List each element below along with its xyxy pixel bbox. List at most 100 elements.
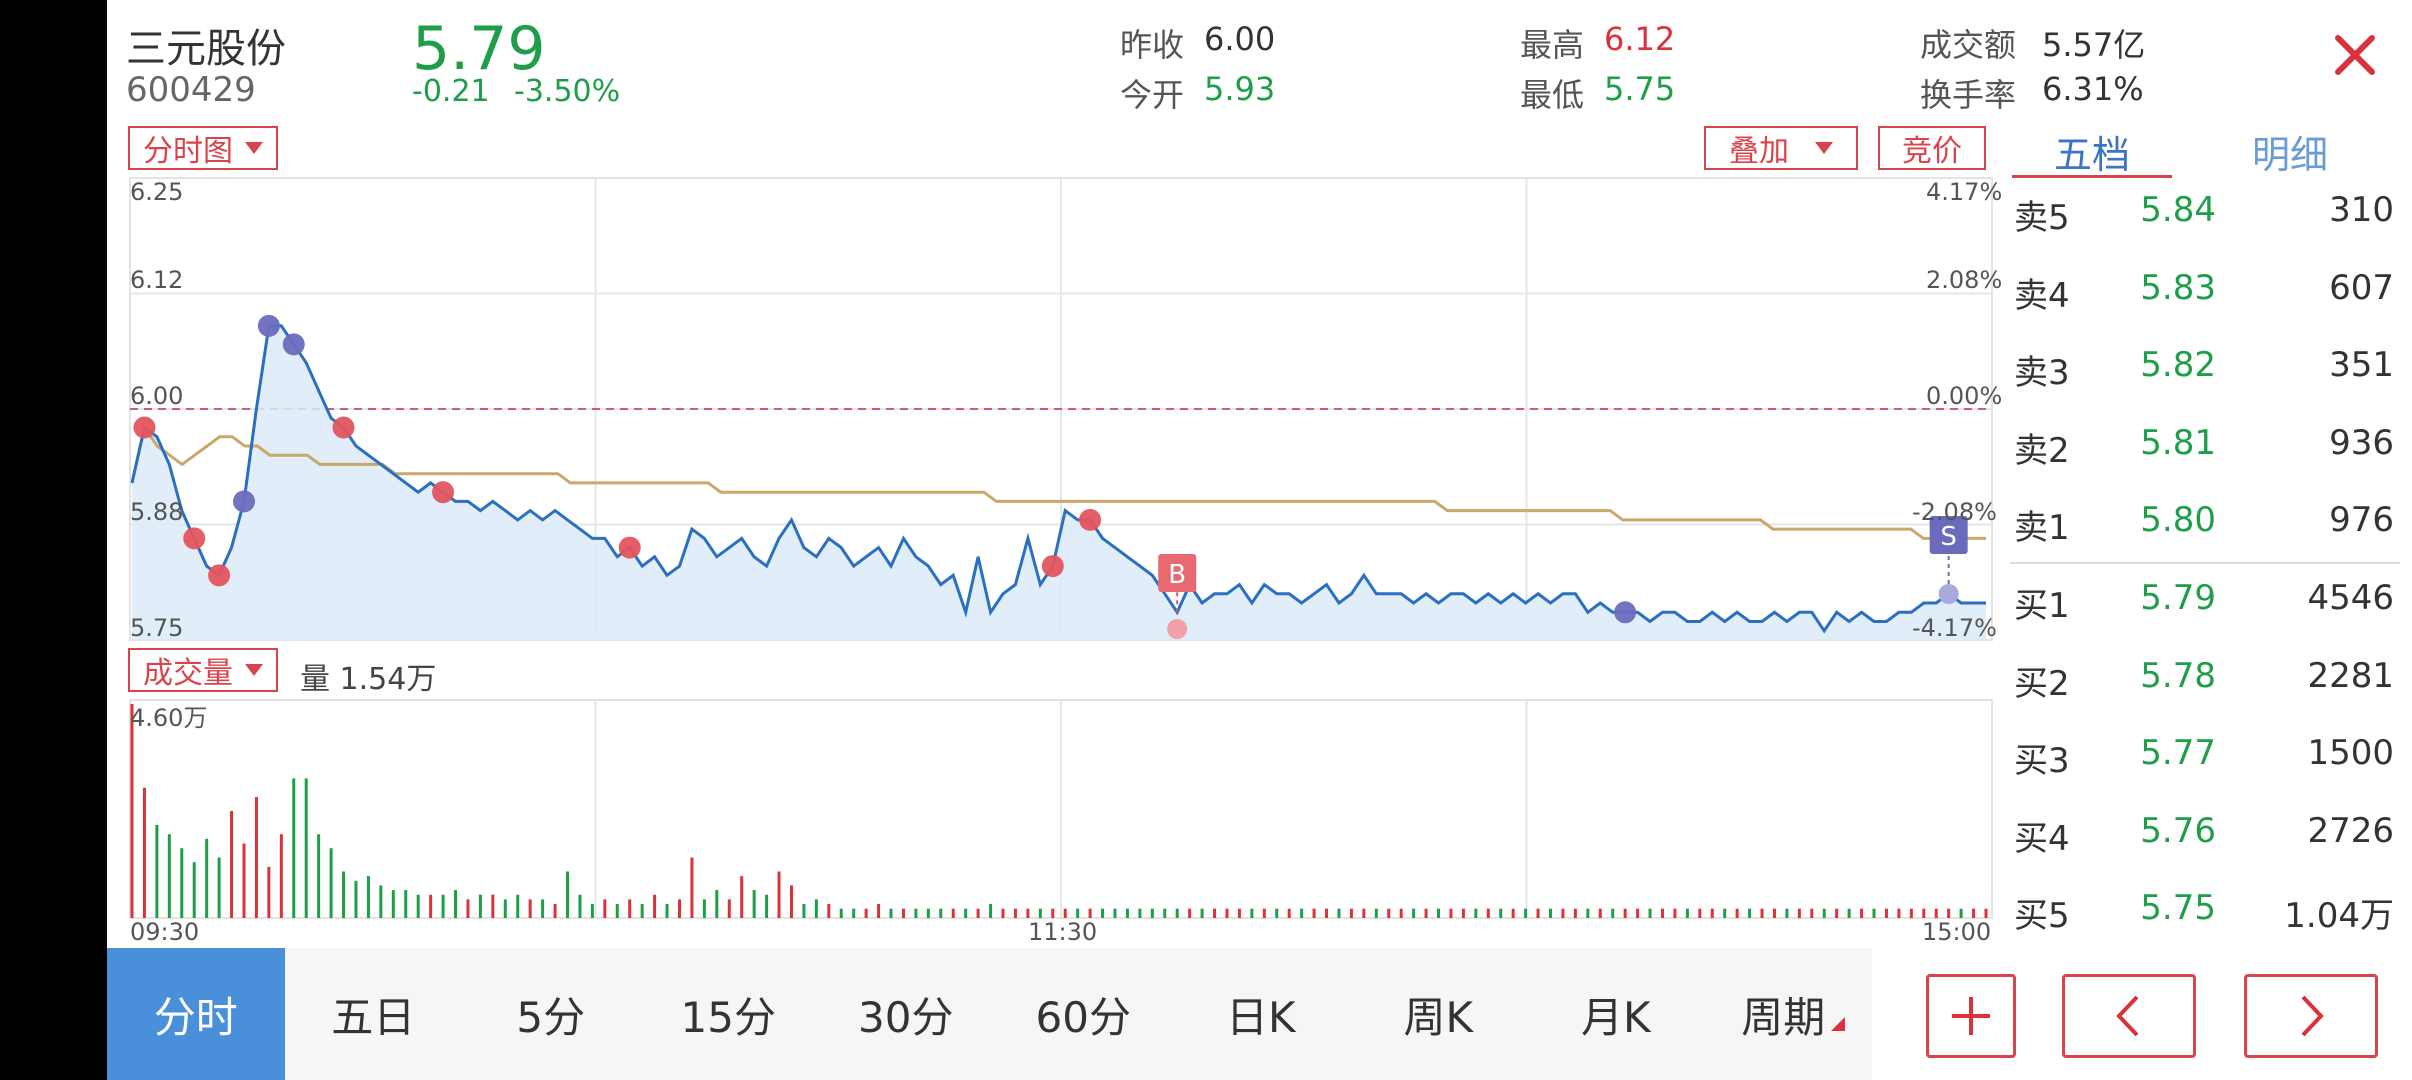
time-axis-label: 15:00 — [1922, 918, 1992, 946]
open-label: 今开 — [1120, 76, 1185, 114]
orderbook-row-ask: 卖5 5.84 310 — [2000, 190, 2412, 260]
volume-bar — [1660, 908, 1664, 918]
period-tab[interactable]: 5分 — [462, 948, 640, 1080]
volume-bar — [640, 904, 644, 918]
buy-marker-point — [1167, 619, 1188, 639]
orderbook-price: 5.78 — [2140, 655, 2216, 696]
period-tab[interactable]: 五日 — [285, 948, 463, 1080]
period-tab-label: 五日 — [331, 992, 416, 1042]
volume-bar — [914, 908, 918, 918]
volume-bar — [1984, 908, 1988, 918]
volume-bar — [1399, 908, 1403, 918]
orderbook-volume: 976 — [2329, 500, 2394, 540]
time-axis-label: 11:30 — [1028, 918, 1098, 946]
volume-bar — [1536, 908, 1540, 918]
pct-axis-label: -2.08% — [1912, 498, 1997, 526]
volume-bar — [964, 908, 968, 918]
volume-bar — [553, 904, 557, 918]
orderbook-divider — [2010, 562, 2400, 564]
corner-triangle-icon — [1831, 1017, 1846, 1031]
tab-details[interactable]: 明细 — [2251, 133, 2328, 177]
period-tab-label: 5分 — [516, 992, 586, 1042]
volume-bar — [404, 890, 408, 918]
volume-bar — [1474, 908, 1478, 918]
orderbook-price: 5.80 — [2140, 500, 2216, 540]
period-tab[interactable]: 周期 — [1705, 948, 1883, 1080]
volume-bar — [292, 778, 296, 918]
volume-bar — [1349, 908, 1353, 918]
volume-bar — [366, 876, 370, 918]
period-tab[interactable]: 周K — [1350, 948, 1528, 1080]
dropdown-triangle-icon — [245, 664, 263, 676]
volume-bar — [752, 890, 756, 918]
volume-bars — [130, 704, 1988, 918]
trade-dot — [257, 314, 280, 337]
volume-bar — [1710, 908, 1714, 918]
volume-bar — [142, 787, 146, 918]
close-icon[interactable] — [2330, 30, 2380, 80]
trade-dot — [183, 527, 206, 550]
stock-name: 三元股份 — [126, 26, 286, 72]
prev-button[interactable] — [2062, 974, 2196, 1058]
volume-mode-dropdown[interactable]: 成交量 — [128, 648, 278, 692]
volume-bar — [1449, 908, 1453, 918]
volume-bar — [1947, 908, 1951, 918]
volume-bar — [665, 904, 669, 918]
period-tab[interactable]: 月K — [1527, 948, 1705, 1080]
dropdown-triangle-icon — [245, 142, 263, 154]
overlay-dropdown[interactable]: 叠加 — [1704, 126, 1858, 170]
stock-code: 600429 — [126, 70, 256, 110]
volume-bar — [317, 834, 321, 918]
orderbook-level-label: 卖4 — [2014, 275, 2070, 316]
volume-bar — [677, 899, 681, 918]
price-axis-label: 6.12 — [130, 266, 184, 294]
volume-bar — [192, 862, 196, 918]
volume-bar — [1051, 908, 1055, 918]
volume-bar — [1934, 908, 1938, 918]
period-tab[interactable]: 15分 — [640, 948, 818, 1080]
amount-value: 5.57亿 — [2042, 26, 2146, 64]
orderbook-level-label: 买3 — [2014, 741, 2070, 781]
volume-bar — [1524, 908, 1528, 918]
pct-axis-label: 0.00% — [1926, 382, 2003, 410]
volume-bar — [1125, 908, 1129, 918]
chart-mode-dropdown[interactable]: 分时图 — [128, 126, 278, 170]
volume-bar — [429, 894, 433, 918]
volume-bar — [1860, 908, 1864, 918]
trade-dot — [1041, 555, 1064, 578]
volume-bar — [279, 834, 283, 918]
volume-bar — [478, 894, 482, 918]
period-tab[interactable]: 分时 — [107, 948, 285, 1080]
volume-bar — [939, 908, 943, 918]
volume-bar — [1038, 908, 1042, 918]
volume-bar — [379, 885, 383, 918]
plus-icon — [1952, 997, 1990, 1035]
volume-bar — [354, 880, 358, 918]
period-tab-label: 60分 — [1035, 992, 1131, 1042]
auction-button[interactable]: 竞价 — [1878, 126, 1986, 170]
volume-bar — [1063, 908, 1067, 918]
tab-five-levels[interactable]: 五档 — [2012, 124, 2172, 178]
add-indicator-button[interactable] — [1926, 974, 2016, 1058]
volume-bar — [342, 871, 346, 918]
orderbook-volume: 351 — [2329, 345, 2394, 385]
volume-bar — [1884, 908, 1888, 918]
volume-max-label: 4.60万 — [130, 704, 208, 732]
volume-bar — [864, 908, 868, 918]
volume-bar — [1573, 908, 1577, 918]
next-button[interactable] — [2244, 974, 2378, 1058]
chevron-right-icon — [2301, 995, 2324, 1037]
period-tab-label: 30分 — [858, 992, 954, 1042]
period-tab-label: 月K — [1580, 992, 1651, 1042]
period-tab[interactable]: 60分 — [995, 948, 1173, 1080]
volume-bar — [827, 904, 831, 918]
volume-bar — [628, 899, 632, 918]
orderbook-volume: 2726 — [2307, 810, 2394, 851]
volume-bar — [1922, 908, 1926, 918]
trade-dot — [282, 333, 305, 356]
chart-mode-label: 分时图 — [143, 134, 233, 169]
overlay-label: 叠加 — [1729, 134, 1789, 169]
period-tab[interactable]: 30分 — [817, 948, 995, 1080]
period-tab[interactable]: 日K — [1172, 948, 1350, 1080]
